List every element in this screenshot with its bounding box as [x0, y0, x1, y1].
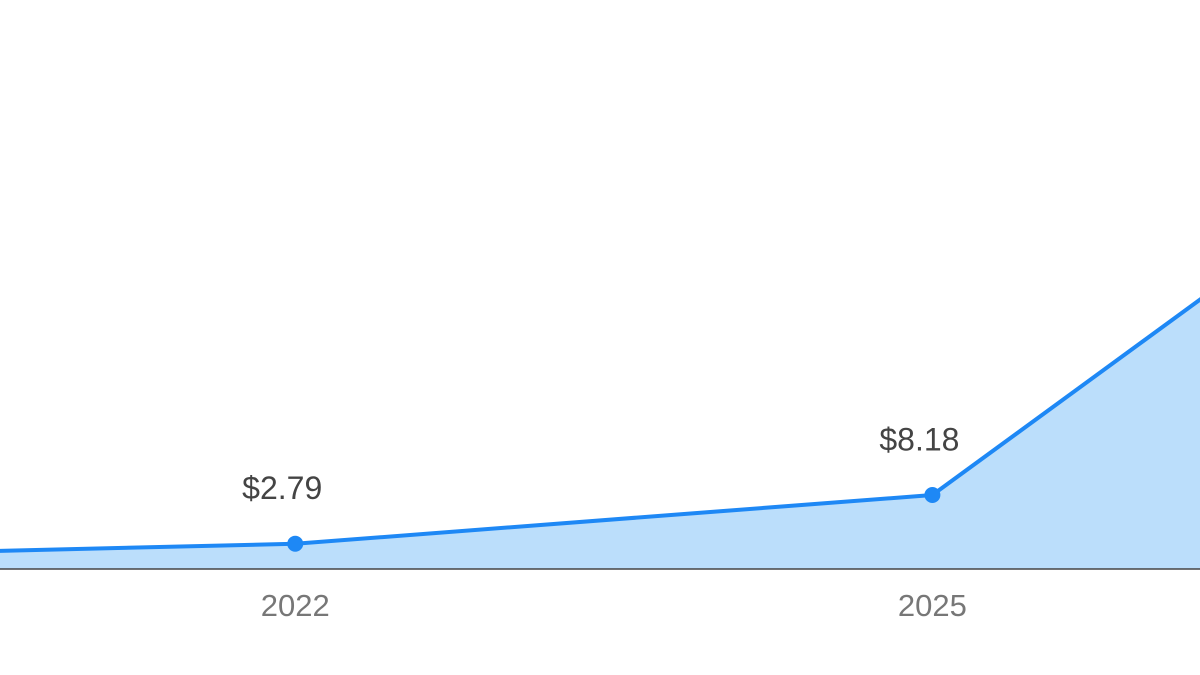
x-tick-label: 2022	[261, 588, 330, 623]
x-tick-label: 2025	[898, 588, 967, 623]
point	[924, 487, 941, 504]
point	[287, 535, 304, 552]
line	[0, 297, 1200, 553]
value-label: $8.18	[879, 421, 959, 457]
area	[0, 299, 1200, 569]
value-label: $2.79	[242, 470, 322, 506]
